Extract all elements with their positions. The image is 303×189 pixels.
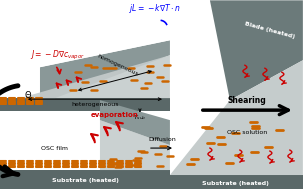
Text: Diffusion: Diffusion bbox=[148, 137, 176, 142]
Polygon shape bbox=[170, 175, 303, 189]
Text: Blade (heated): Blade (heated) bbox=[244, 21, 296, 40]
Polygon shape bbox=[0, 98, 170, 111]
Text: $jL = -k\nabla T \cdot n$: $jL = -k\nabla T \cdot n$ bbox=[129, 2, 181, 15]
Text: Shearing: Shearing bbox=[228, 96, 266, 105]
Polygon shape bbox=[100, 120, 170, 170]
Text: OSC solution: OSC solution bbox=[227, 130, 267, 135]
Text: $J = -D\nabla c_{vapor}$: $J = -D\nabla c_{vapor}$ bbox=[30, 49, 85, 62]
Polygon shape bbox=[20, 55, 170, 98]
Text: Substrate (heated): Substrate (heated) bbox=[52, 177, 118, 183]
Text: $\Theta$: $\Theta$ bbox=[24, 89, 32, 100]
Text: Substrate (heated): Substrate (heated) bbox=[202, 180, 269, 186]
Text: $T_{sub}$: $T_{sub}$ bbox=[133, 113, 147, 122]
Text: evaporation: evaporation bbox=[91, 112, 139, 118]
Polygon shape bbox=[0, 170, 170, 189]
Text: homogeneous: homogeneous bbox=[97, 54, 139, 77]
Polygon shape bbox=[210, 0, 303, 100]
Polygon shape bbox=[0, 0, 170, 98]
Polygon shape bbox=[170, 0, 210, 100]
Polygon shape bbox=[100, 100, 170, 145]
Text: heterogeneous: heterogeneous bbox=[71, 102, 119, 107]
Polygon shape bbox=[40, 40, 170, 98]
Text: OSC film: OSC film bbox=[42, 146, 68, 151]
Polygon shape bbox=[170, 60, 303, 175]
